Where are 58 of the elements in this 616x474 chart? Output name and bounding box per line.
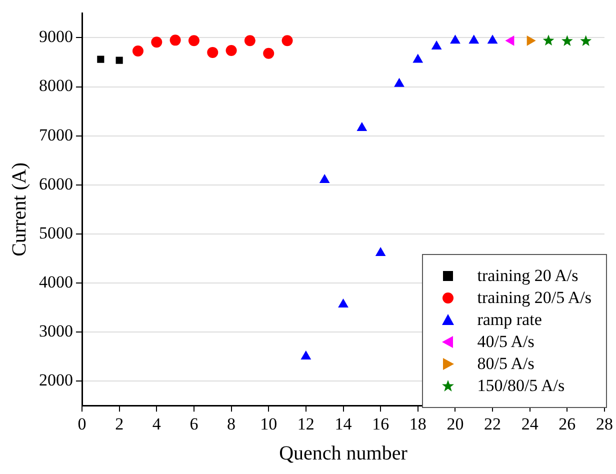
- x-tick-label: 24: [521, 414, 539, 434]
- y-tick-label: 3000: [39, 321, 73, 340]
- point: [226, 44, 237, 56]
- x-tick-label: 18: [409, 414, 426, 434]
- y-tick-label: 5000: [39, 223, 73, 242]
- point: [300, 350, 312, 360]
- legend-label: training 20 A/s: [477, 264, 578, 287]
- y-axis-title: Current (A): [8, 162, 30, 256]
- x-tick-label: 12: [297, 414, 314, 434]
- point: [561, 35, 573, 46]
- x-tick-label: 26: [558, 414, 576, 434]
- point: [505, 35, 514, 46]
- legend-label: ramp rate: [477, 308, 542, 331]
- y-tick-label: 9000: [39, 27, 73, 46]
- point: [207, 46, 218, 58]
- point: [116, 56, 123, 64]
- legend-label: 40/5 A/s: [477, 330, 534, 353]
- x-tick-label: 0: [78, 414, 86, 434]
- point: [542, 34, 554, 46]
- x-axis-title: Quench number: [279, 442, 408, 464]
- point: [151, 36, 162, 48]
- point: [97, 56, 104, 63]
- x-tick-label: 14: [334, 414, 352, 434]
- point: [319, 174, 330, 183]
- x-tick-label: 28: [596, 414, 613, 434]
- point: [375, 247, 386, 256]
- y-tick-label: 4000: [39, 272, 73, 292]
- x-tick-label: 4: [152, 414, 162, 434]
- y-tick-label: 6000: [39, 174, 73, 194]
- x-tick-label: 8: [227, 414, 236, 434]
- point: [338, 298, 348, 308]
- y-tick-label: 8000: [39, 76, 73, 96]
- point: [412, 54, 424, 63]
- y-tick-label: 2000: [39, 370, 73, 390]
- legend-label: training 20/5 A/s: [477, 286, 592, 309]
- x-tick-label: 10: [260, 414, 278, 434]
- point: [468, 34, 480, 44]
- y-tick-label: 7000: [39, 125, 73, 144]
- point: [244, 35, 256, 46]
- point: [431, 40, 442, 50]
- point: [526, 35, 536, 46]
- x-tick-label: 20: [446, 414, 464, 434]
- x-tick-label: 2: [115, 414, 124, 434]
- point: [170, 34, 181, 46]
- point: [132, 45, 144, 56]
- legend-label: 150/80/5 A/s: [477, 374, 565, 397]
- x-tick-label: 22: [484, 414, 502, 434]
- point: [450, 34, 460, 44]
- point: [487, 34, 498, 44]
- point: [394, 78, 404, 87]
- point: [282, 35, 293, 46]
- x-tick-label: 6: [190, 414, 198, 434]
- point: [356, 122, 368, 131]
- legend-label: 80/5 A/s: [477, 352, 534, 375]
- point: [188, 35, 200, 46]
- point: [580, 35, 592, 46]
- point: [263, 48, 274, 59]
- x-tick-label: 16: [372, 414, 390, 434]
